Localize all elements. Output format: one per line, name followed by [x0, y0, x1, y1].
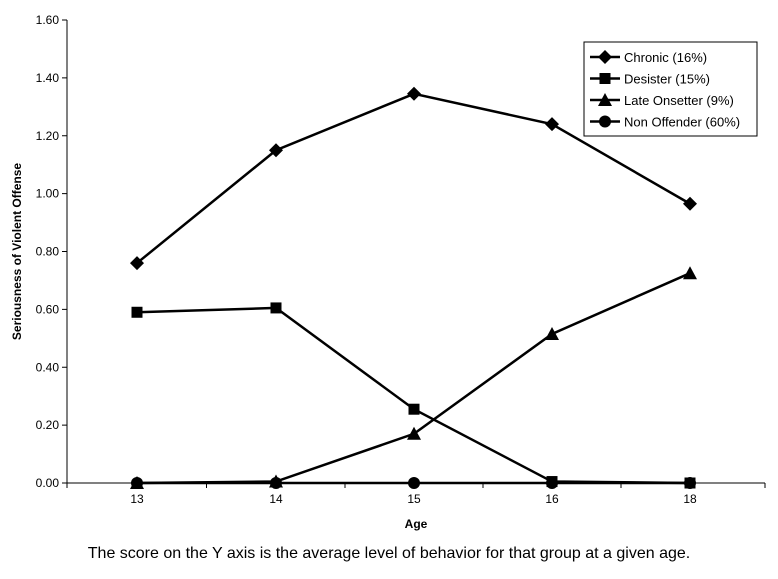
legend-marker	[598, 93, 612, 106]
y-tick-label: 1.60	[36, 13, 60, 27]
legend-marker	[599, 115, 611, 128]
y-tick-label: 0.60	[36, 302, 60, 316]
y-tick-label: 0.40	[36, 360, 60, 374]
data-point	[684, 477, 696, 489]
legend-label: Chronic (16%)	[624, 50, 707, 65]
x-tick-label: 16	[545, 492, 559, 506]
data-point	[130, 256, 144, 271]
data-point	[683, 196, 697, 211]
data-point	[545, 326, 559, 340]
data-point	[131, 306, 143, 318]
data-point	[131, 477, 143, 489]
legend-label: Desister (15%)	[624, 72, 710, 87]
line-chart: 0.00 0.20 0.40 0.60 0.80 1.00 1.20 1.40 1.60 13 14…	[10, 13, 766, 531]
data-point	[546, 477, 558, 489]
x-tick-label: 18	[683, 492, 697, 506]
y-tick-label: 0.00	[36, 476, 60, 490]
y-tick-label: 0.80	[36, 245, 60, 259]
data-point	[683, 266, 697, 280]
x-tick-label: 13	[130, 492, 144, 506]
y-axis-title: Seriousness of Violent Offense	[10, 163, 24, 340]
series-line	[136, 272, 691, 485]
legend-marker	[599, 73, 611, 84]
legend-label: Non Offender (60%)	[624, 115, 740, 130]
data-point	[545, 117, 559, 132]
data-point	[408, 403, 420, 415]
x-tick-label: 15	[407, 492, 421, 506]
data-point	[270, 302, 282, 314]
data-point	[407, 86, 421, 101]
chart-caption: The score on the Y axis is the average l…	[87, 545, 691, 562]
data-point	[407, 426, 421, 440]
y-tick-label: 1.40	[36, 71, 60, 85]
data-point	[269, 143, 283, 158]
series-line	[136, 306, 691, 485]
y-tick-label: 1.00	[36, 187, 60, 201]
data-point	[408, 477, 420, 489]
data-point	[270, 477, 282, 489]
legend-label: Late Onsetter (9%)	[624, 93, 734, 108]
y-tick-label: 0.20	[36, 418, 60, 432]
y-tick-label: 1.20	[36, 129, 60, 143]
x-tick-label: 14	[269, 492, 283, 506]
x-axis-title: Age	[405, 517, 428, 531]
legend-marker	[598, 50, 612, 64]
